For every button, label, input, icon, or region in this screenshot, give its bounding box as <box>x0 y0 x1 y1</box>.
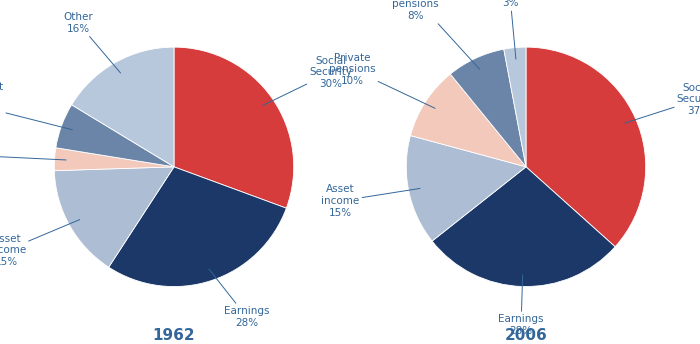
Wedge shape <box>526 47 645 247</box>
Text: Government
employee
pensions
6%: Government employee pensions 6% <box>0 82 72 130</box>
Text: 1962: 1962 <box>153 329 195 343</box>
Text: Earnings
28%: Earnings 28% <box>498 275 544 336</box>
Wedge shape <box>406 136 526 241</box>
Text: Social
Security
30%: Social Security 30% <box>263 56 353 105</box>
Wedge shape <box>504 47 526 167</box>
Wedge shape <box>410 74 526 167</box>
Wedge shape <box>55 167 174 267</box>
Text: Earnings
28%: Earnings 28% <box>209 269 270 327</box>
Wedge shape <box>56 105 174 167</box>
Text: Asset
income
15%: Asset income 15% <box>321 184 420 217</box>
Text: Private
pensions
3%: Private pensions 3% <box>0 139 66 172</box>
Wedge shape <box>432 167 615 287</box>
Text: 2006: 2006 <box>505 329 547 343</box>
Text: Private
pensions
10%: Private pensions 10% <box>329 53 435 108</box>
Text: Government
employee
pensions
8%: Government employee pensions 8% <box>383 0 480 69</box>
Wedge shape <box>174 47 294 208</box>
Text: Other
16%: Other 16% <box>63 12 120 73</box>
Text: Other
3%: Other 3% <box>496 0 525 59</box>
Wedge shape <box>108 167 286 287</box>
Wedge shape <box>71 47 174 167</box>
Text: Social
Security
37%: Social Security 37% <box>625 83 700 123</box>
Wedge shape <box>450 49 526 167</box>
Wedge shape <box>55 148 174 171</box>
Text: Asset
income
15%: Asset income 15% <box>0 219 80 267</box>
